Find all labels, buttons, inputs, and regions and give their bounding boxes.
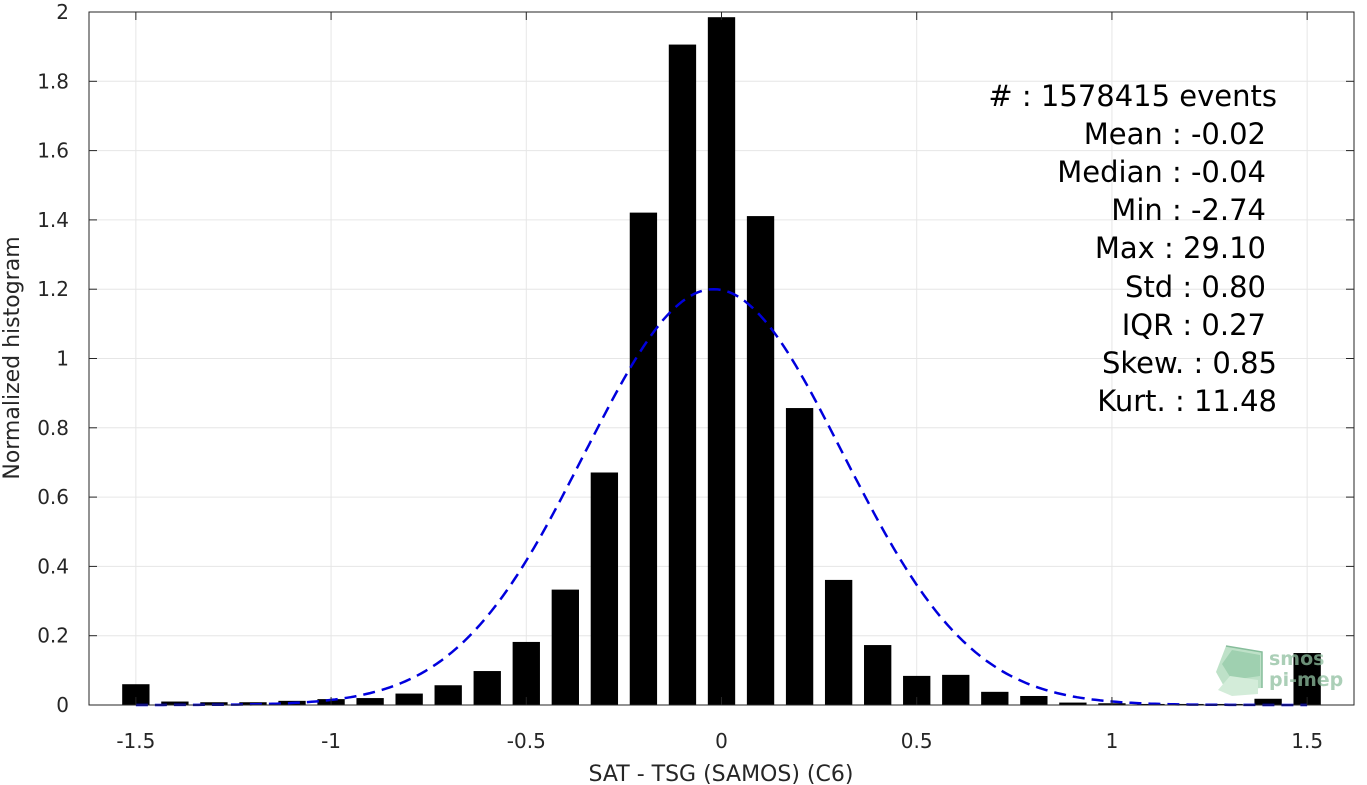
- histogram-bar: [161, 701, 189, 705]
- stats-mean: Mean : -0.02: [1084, 117, 1266, 151]
- x-tick-labels: -1.5 -1 -0.5 0 0.5 1 1.5: [116, 729, 1323, 753]
- y-tick-label: 1.8: [37, 69, 69, 93]
- histogram-bar: [1059, 702, 1087, 705]
- x-tick-label: -1: [321, 729, 341, 753]
- histogram-bar: [1020, 695, 1048, 705]
- logo-text-smos: smos: [1269, 648, 1324, 670]
- logo-text-pimep: pi-mep: [1269, 669, 1343, 691]
- y-tick-label: 2: [56, 0, 69, 24]
- histogram-bar: [864, 645, 892, 705]
- histogram-bar: [824, 579, 853, 705]
- smos-pimep-logo: smos pi-mep: [1216, 645, 1343, 696]
- y-tick-label: 1.2: [37, 277, 69, 301]
- x-tick-label: 1: [1106, 729, 1119, 753]
- stats-min: Min : -2.74: [1111, 193, 1266, 227]
- y-tick-label: 0.8: [37, 416, 69, 440]
- y-tick-label: 0: [56, 693, 69, 717]
- histogram-bar: [707, 17, 736, 705]
- x-tick-label: 0: [715, 729, 728, 753]
- histogram-bar: [512, 641, 540, 705]
- logo-emblem-icon: [1216, 645, 1263, 696]
- histogram-bar: [668, 44, 697, 706]
- histogram-bar: [1293, 653, 1321, 705]
- x-tick-label: 0.5: [901, 729, 933, 753]
- stats-kurt: Kurt. : 11.48: [1097, 384, 1277, 418]
- histogram-bar: [395, 693, 423, 705]
- stats-max: Max : 29.10: [1095, 231, 1266, 265]
- stats-std: Std : 0.80: [1125, 270, 1266, 304]
- histogram-bar: [942, 674, 970, 705]
- histogram-bar: [551, 589, 579, 705]
- histogram-bar: [473, 671, 501, 705]
- histogram-bar: [590, 472, 619, 705]
- x-tick-label: -0.5: [507, 729, 546, 753]
- histogram-bar: [434, 685, 462, 705]
- y-tick-label: 0.6: [37, 485, 69, 509]
- histogram-bar: [981, 691, 1009, 705]
- y-tick-label: 1.6: [37, 139, 69, 163]
- stats-skew: Skew. : 0.85: [1102, 346, 1277, 380]
- histogram-bar: [356, 698, 384, 705]
- y-tick-label: 1: [56, 347, 69, 371]
- x-tick-label: -1.5: [116, 729, 155, 753]
- x-axis-label: SAT - TSG (SAMOS) (C6): [589, 762, 854, 785]
- y-axis-label: Normalized histogram: [0, 236, 25, 479]
- stats-box: # : 1578415 events Mean : -0.02 Median :…: [988, 79, 1277, 418]
- stats-iqr: IQR : 0.27: [1122, 308, 1266, 342]
- y-tick-label: 0.2: [37, 624, 69, 648]
- histogram-bar: [746, 216, 775, 705]
- histogram-bars: [122, 17, 1321, 706]
- histogram-bar: [785, 408, 814, 705]
- y-tick-label: 0.4: [37, 554, 69, 578]
- histogram-bar: [122, 684, 150, 705]
- y-tick-labels: 0 0.2 0.4 0.6 0.8 1 1.2 1.4 1.6 1.8 2: [37, 0, 69, 717]
- stats-median: Median : -0.04: [1057, 155, 1266, 189]
- histogram-bar: [629, 212, 658, 705]
- stats-events: # : 1578415 events: [988, 79, 1277, 113]
- axis-ticks: [89, 11, 1354, 706]
- histogram-bar: [1254, 698, 1282, 705]
- x-tick-label: 1.5: [1291, 729, 1323, 753]
- y-tick-label: 1.4: [37, 208, 69, 232]
